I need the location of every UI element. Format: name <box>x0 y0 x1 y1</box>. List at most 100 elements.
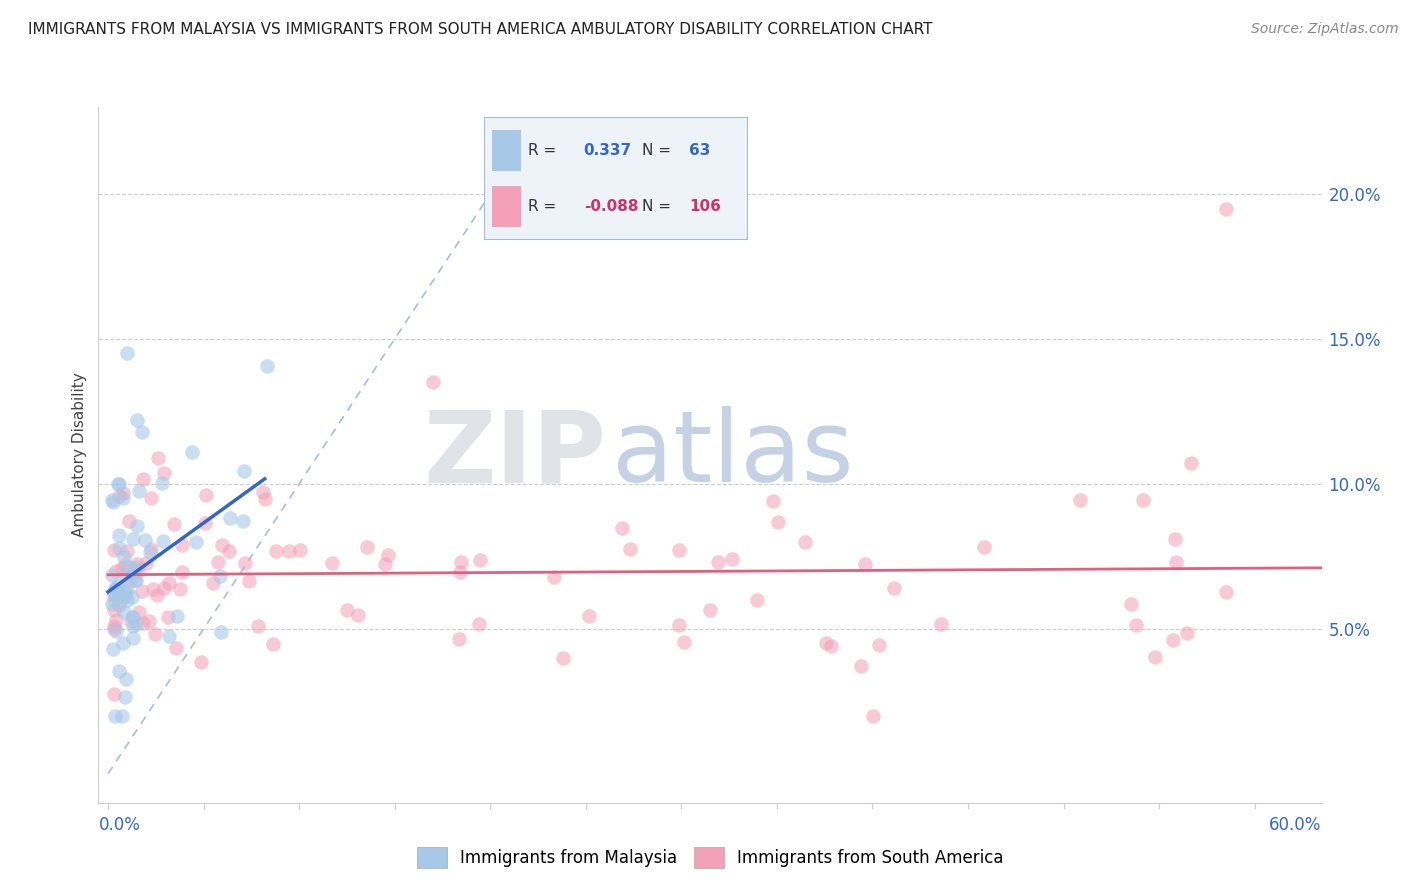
Point <box>150 476 173 491</box>
Point <box>125 573 148 587</box>
Point <box>112 491 135 506</box>
Point <box>139 542 162 557</box>
Point <box>104 708 127 723</box>
Point <box>1121 597 1143 611</box>
Point <box>1069 493 1091 508</box>
Point <box>105 582 128 597</box>
Point <box>104 564 127 578</box>
Point <box>184 535 207 549</box>
Point <box>165 640 187 655</box>
Point <box>122 566 145 580</box>
Point <box>766 516 789 530</box>
Point <box>762 494 785 508</box>
Point <box>141 491 163 505</box>
Point <box>112 549 135 564</box>
Point <box>103 622 125 636</box>
Point <box>668 618 690 632</box>
Point <box>706 555 728 569</box>
Point <box>170 565 193 579</box>
Point <box>264 544 287 558</box>
Point <box>112 583 135 598</box>
Point <box>122 610 145 624</box>
Point <box>335 603 357 617</box>
Point <box>450 555 472 569</box>
Point <box>277 544 299 558</box>
Point <box>190 656 212 670</box>
Point <box>468 552 491 566</box>
Point <box>449 565 471 579</box>
Point <box>209 625 232 640</box>
Point <box>111 708 134 723</box>
Point <box>232 514 254 528</box>
Point <box>143 627 166 641</box>
Point <box>288 543 311 558</box>
Point <box>254 491 277 506</box>
Point <box>114 587 136 601</box>
Point <box>108 598 131 612</box>
Point <box>108 489 131 503</box>
Point <box>883 581 905 595</box>
Point <box>721 552 744 566</box>
Point <box>195 488 218 502</box>
Point <box>929 617 952 632</box>
Point <box>201 575 224 590</box>
Point <box>672 635 695 649</box>
Point <box>218 510 240 524</box>
Point <box>619 541 641 556</box>
Point <box>422 376 444 390</box>
Point <box>103 542 125 557</box>
Point <box>820 639 842 653</box>
Point <box>115 544 138 558</box>
Point <box>132 615 155 630</box>
Point <box>128 483 150 498</box>
Point <box>1215 202 1237 216</box>
Point <box>152 533 174 548</box>
Point <box>114 570 136 584</box>
Point <box>121 631 143 645</box>
Point <box>146 589 169 603</box>
Point <box>166 609 188 624</box>
Point <box>146 451 169 466</box>
Point <box>194 516 217 530</box>
Point <box>131 584 153 599</box>
Point <box>110 561 132 575</box>
Text: IMMIGRANTS FROM MALAYSIA VS IMMIGRANTS FROM SOUTH AMERICA AMBULATORY DISABILITY : IMMIGRANTS FROM MALAYSIA VS IMMIGRANTS F… <box>28 22 932 37</box>
Text: 60.0%: 60.0% <box>1270 816 1322 834</box>
Point <box>104 582 127 597</box>
Text: 0.0%: 0.0% <box>98 816 141 834</box>
Point <box>121 532 143 546</box>
Point <box>543 570 565 584</box>
Point <box>207 555 229 569</box>
Point <box>551 651 574 665</box>
Point <box>1177 626 1199 640</box>
Point <box>105 583 128 598</box>
Point <box>246 619 269 633</box>
Point <box>862 708 884 723</box>
Point <box>131 472 153 486</box>
Point <box>1215 584 1237 599</box>
Point <box>103 641 125 656</box>
Point <box>156 610 179 624</box>
Point <box>218 544 240 558</box>
Point <box>468 617 491 632</box>
Point <box>169 582 191 596</box>
Point <box>107 665 129 679</box>
Point <box>238 574 260 588</box>
Text: ZIP: ZIP <box>423 407 606 503</box>
Point <box>1161 632 1184 647</box>
Point <box>107 476 129 491</box>
Point <box>121 591 143 605</box>
Point <box>127 519 149 533</box>
Point <box>578 609 600 624</box>
Point <box>233 556 256 570</box>
Point <box>103 619 125 633</box>
Point <box>181 444 204 458</box>
Point <box>104 613 127 627</box>
Point <box>262 637 284 651</box>
Point <box>868 638 890 652</box>
Point <box>101 567 124 582</box>
Point <box>157 629 180 643</box>
Point <box>115 592 138 607</box>
Point <box>849 659 872 673</box>
Point <box>131 425 153 439</box>
